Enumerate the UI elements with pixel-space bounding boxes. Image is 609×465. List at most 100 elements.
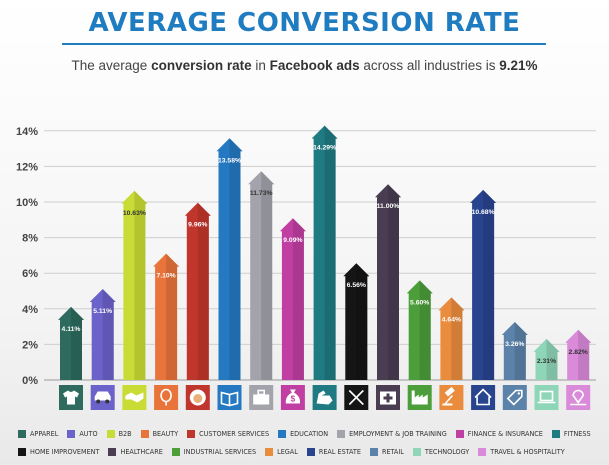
legend-item: BEAUTY [140,426,179,442]
icon-tile [502,385,527,410]
bar-value-label: 11.00% [377,203,400,210]
subtitle-bold-3: 9.21% [499,58,538,73]
bar-value-label: 6.56% [347,282,366,289]
chart-legend: APPAREL AUTO B2B BEAUTY CUSTOMER SERVICES EDU… [18,426,603,462]
headset-icon [185,385,210,410]
page-title: AVERAGE CONVERSION RATE [88,8,521,38]
legend-swatch [265,448,274,456]
icon-glyph [257,389,266,396]
legend-swatch [478,448,487,456]
legend-label: CUSTOMER SERVICES [199,429,270,438]
bar-shade [197,202,211,380]
bar-value-label: 11.73% [250,190,273,197]
legend-swatch [67,430,76,438]
legend-swatch [171,448,180,456]
icon-glyph [444,386,455,397]
bar-auto: 5.11% [89,289,116,380]
bar-technology: 2.31% [533,338,560,380]
legend-swatch [551,430,560,438]
icon-glyph [94,391,111,401]
bar-retail: 3.26% [501,321,528,380]
legend-swatch [369,448,378,456]
bar-shade [578,329,592,380]
legend-item: TRAVEL & HOSPITALITY [478,444,565,460]
bar-shade [514,321,528,380]
legend-item: B2B [106,426,132,442]
tools-icon [344,385,369,410]
icon-glyph [572,389,585,404]
legend-item: FINANCE & INSURANCE [455,426,543,442]
legend-swatch [412,448,421,456]
bar-shade [166,253,180,380]
legend-label: REAL ESTATE [318,447,361,456]
svg-text:$: $ [291,395,296,404]
icon-glyph [125,392,144,403]
muscle-icon [312,385,337,410]
icon-glyph [442,403,453,406]
legend-item: AUTO [67,426,98,442]
legend-label: HOME IMPROVEMENT [30,447,100,456]
legend-swatch [140,430,149,438]
icon-glyph [444,394,454,405]
bar-customer-services: 9.96% [184,202,211,380]
bar-value-label: 2.31% [537,358,556,365]
bar-shade [71,306,84,380]
bar-b-b: 10.63% [121,190,148,380]
legend-item: HEALTHCARE [108,444,163,460]
y-tick-label: 10% [16,197,38,209]
legend-swatch [337,430,346,438]
bar-value-label: 5.60% [410,299,429,306]
bar-shade [356,263,370,380]
bar-shade [388,184,401,380]
bar-shade [292,218,306,380]
legend-label: TRAVEL & HOSPITALITY [490,447,565,456]
bar-shade [483,189,497,380]
legend-label: BEAUTY [152,429,179,438]
book-icon [217,385,242,410]
bar-education: 13.58% [216,138,243,380]
bar-shade [261,171,275,380]
icon-glyph [316,390,333,405]
bar-fitness: 14.29% [311,125,338,380]
bar-home-improvement: 6.56% [343,263,370,380]
legend-item: EDUCATION [278,426,328,442]
legend-label: FITNESS [563,429,591,438]
y-tick-label: 14% [16,126,38,138]
icon-tile [534,385,559,410]
y-tick-label: 12% [16,161,38,173]
bar-shade [419,280,433,380]
bar-value-label: 10.68% [472,209,495,216]
bar-shade [324,125,338,380]
legend-label: RETAIL [381,447,404,456]
money-bag-icon: $ [280,385,305,410]
y-tick-label: 8% [22,233,38,245]
y-tick-label: 2% [22,339,38,351]
first-aid-icon [376,385,400,410]
bar-value-label: 4.64% [442,316,461,323]
bar-shade [451,297,465,380]
icon-tile [566,385,591,410]
gavel-icon [439,385,464,410]
legend-label: AUTO [79,429,98,438]
bar-value-label: 3.26% [505,341,524,348]
legend-item: TECHNOLOGY [412,444,470,460]
laptop-icon [534,385,559,410]
subtitle-bold-2: Facebook ads [269,58,360,73]
y-tick-label: 6% [22,268,38,280]
legend-label: EMPLOYMENT & JOB TRAINING [349,429,447,438]
icon-glyph [411,390,428,405]
bar-real-estate: 10.68% [470,189,497,380]
handshake-icon [122,385,147,410]
mirror-icon [154,385,179,410]
legend-label: TECHNOLOGY [424,447,470,456]
bar-value-label: 9.96% [188,222,207,229]
bar-industrial-services: 5.60% [406,280,433,380]
bar-value-label: 14.29% [313,145,336,152]
legend-item: INDUSTRIAL SERVICES [171,444,256,460]
icon-glyph [474,388,492,406]
bar-beauty: 7.10% [153,253,180,380]
icon-glyph [348,389,364,406]
bar-shade [134,190,148,380]
legend-swatch [306,448,315,456]
